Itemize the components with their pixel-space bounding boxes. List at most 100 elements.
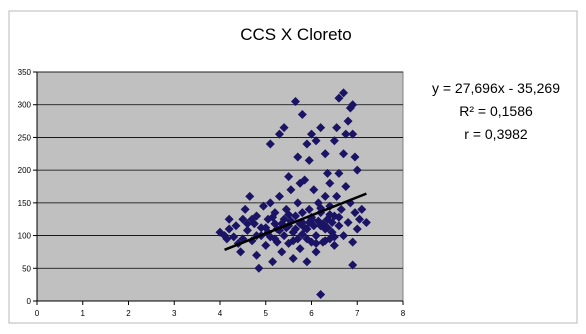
- scatter-point: [302, 234, 312, 244]
- scatter-point: [284, 210, 294, 220]
- scatter-point: [334, 221, 344, 231]
- scatter-point: [341, 182, 351, 191]
- y-tick-label: 250: [18, 133, 32, 142]
- scatter-point: [348, 129, 358, 139]
- chart-title: CCS X Cloreto: [240, 25, 351, 44]
- scatter-point: [343, 116, 353, 126]
- scatter-point: [224, 224, 234, 234]
- scatter-point: [238, 214, 248, 224]
- scatter-point: [290, 211, 300, 221]
- scatter-point: [350, 152, 360, 162]
- scatter-point: [327, 217, 337, 227]
- scatter-point: [311, 231, 321, 241]
- scatter-point: [236, 247, 246, 257]
- y-tick-label: 100: [18, 232, 32, 241]
- scatter-point: [247, 214, 257, 224]
- x-tick-label: 1: [81, 309, 86, 318]
- scatter-point: [329, 240, 339, 250]
- scatter-point: [288, 236, 298, 246]
- scatter-point: [352, 224, 362, 234]
- scatter-point: [295, 178, 305, 188]
- scatter-point: [256, 223, 266, 233]
- x-tick-label: 5: [264, 309, 269, 318]
- equation-label: y = 27,696x - 35,269: [432, 80, 560, 96]
- x-tick-label: 3: [172, 309, 177, 318]
- scatter-point: [297, 110, 307, 120]
- scatter-point: [334, 168, 344, 178]
- scatter-point: [316, 123, 326, 133]
- scatter-point: [339, 88, 349, 98]
- scatter-point: [268, 257, 278, 267]
- scatter-point: [316, 289, 326, 299]
- trendline: [224, 192, 367, 251]
- scatter-point: [274, 191, 284, 201]
- scatter-point: [348, 260, 358, 270]
- scatter-point: [224, 214, 234, 224]
- scatter-point: [334, 212, 344, 222]
- scatter-point: [284, 172, 294, 182]
- y-tick-label: 50: [22, 264, 31, 273]
- y-tick-label: 0: [27, 297, 32, 306]
- scatter-point: [348, 237, 358, 247]
- y-tick-label: 300: [18, 101, 32, 110]
- scatter-point: [309, 185, 319, 195]
- scatter-point: [295, 244, 305, 254]
- y-tick-label: 350: [18, 68, 32, 77]
- scatter-point: [222, 234, 232, 244]
- scatter-point: [339, 149, 349, 159]
- scatter-point: [309, 221, 319, 231]
- scatter-point: [323, 168, 333, 178]
- scatter-point: [325, 210, 335, 220]
- y-tick-label: 200: [18, 166, 32, 175]
- scatter-point: [290, 224, 300, 234]
- scatter-point: [332, 191, 342, 201]
- scatter-point: [277, 247, 287, 257]
- scatter-point: [293, 198, 303, 208]
- scatter-point: [311, 238, 321, 248]
- scatter-point: [329, 232, 339, 242]
- scatter-point: [252, 250, 262, 260]
- scatter-point: [341, 129, 351, 139]
- x-tick-label: 4: [218, 309, 223, 318]
- scatter-point: [286, 185, 296, 195]
- scatter-point: [355, 214, 365, 224]
- scatter-point: [265, 198, 275, 208]
- scatter-point: [320, 191, 330, 201]
- scatter-point: [343, 217, 353, 227]
- trendline-layer: [224, 192, 367, 251]
- x-tick-label: 7: [355, 309, 360, 318]
- scatter-point: [352, 165, 362, 175]
- r-squared-label: R² = 0,1586: [459, 103, 533, 119]
- x-tick-label: 0: [35, 309, 40, 318]
- scatter-point: [320, 149, 330, 159]
- scatter-point: [307, 129, 316, 139]
- scatter-point: [304, 155, 314, 165]
- scatter-point: [274, 129, 284, 139]
- r-label: r = 0,3982: [464, 126, 528, 142]
- scatter-point: [242, 225, 252, 235]
- scatter-point: [361, 217, 371, 227]
- scatter-point: [348, 100, 358, 110]
- scatter-point: [290, 96, 300, 106]
- scatter-point: [229, 232, 239, 242]
- scatter-point: [329, 136, 339, 146]
- scatter-point: [240, 204, 250, 214]
- scatter-point: [300, 223, 310, 233]
- scatter-point: [357, 204, 367, 214]
- scatter-point: [293, 152, 303, 162]
- scatter-point: [279, 231, 289, 241]
- scatter-point: [350, 208, 360, 218]
- scatter-point: [302, 257, 312, 267]
- scatter-point: [323, 223, 333, 233]
- scatter-point: [311, 247, 321, 257]
- scatter-point: [339, 231, 349, 241]
- scatter-point: [336, 204, 346, 214]
- scatter-point: [332, 123, 342, 133]
- scatter-point: [268, 212, 278, 222]
- scatter-point: [245, 191, 255, 201]
- scatter-point: [265, 139, 275, 149]
- y-tick-label: 150: [18, 199, 32, 208]
- scatter-point: [325, 178, 335, 188]
- scatter-point: [334, 93, 344, 103]
